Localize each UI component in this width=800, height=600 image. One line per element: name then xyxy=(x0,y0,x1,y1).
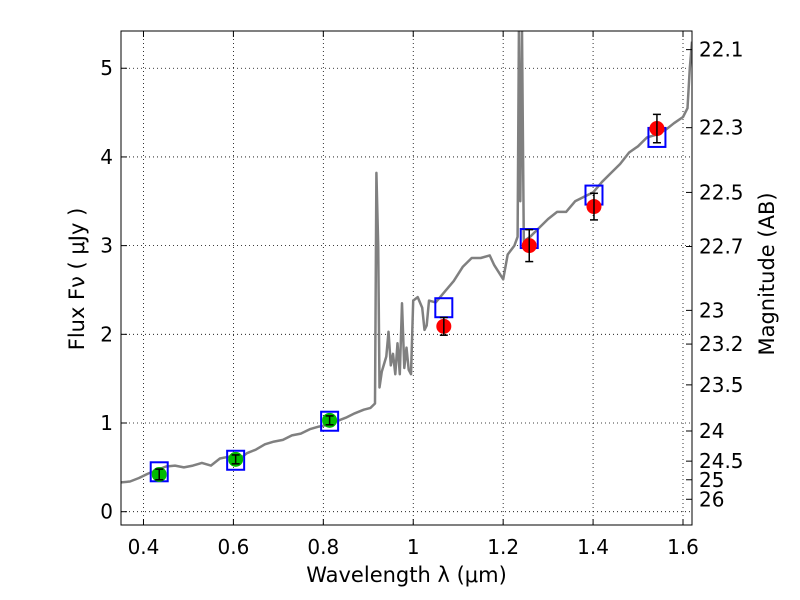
right-tick-label: 24.5 xyxy=(699,449,744,473)
right-tick-label: 22.7 xyxy=(699,235,744,259)
y-tick-label: 0 xyxy=(100,500,113,524)
y-tick-label: 5 xyxy=(100,56,113,80)
plot-frame xyxy=(120,30,693,526)
y-tick-label: 4 xyxy=(100,145,113,169)
x-tick-label: 1.4 xyxy=(577,535,609,559)
x-tick-label: 0.6 xyxy=(217,535,249,559)
spectrum-line xyxy=(121,31,692,484)
y-tick-label: 3 xyxy=(100,234,113,258)
x-tick-label: 0.8 xyxy=(307,535,339,559)
plot-series xyxy=(121,31,692,484)
right-tick-label: 22.5 xyxy=(699,180,744,204)
x-tick-label: 1.2 xyxy=(487,535,519,559)
right-tick-label: 25 xyxy=(699,468,724,492)
right-tick-label: 23.2 xyxy=(699,332,744,356)
right-tick-label: 22.3 xyxy=(699,116,744,140)
y-tick-label: 1 xyxy=(100,411,113,435)
right-tick-label: 26 xyxy=(699,487,724,511)
right-tick-label: 23.5 xyxy=(699,373,744,397)
right-tick-label: 24 xyxy=(699,419,724,443)
x-tick-label: 1.6 xyxy=(667,535,699,559)
x-tick-label: 1 xyxy=(407,535,420,559)
right-tick-label: 23 xyxy=(699,298,724,322)
right-tick-label: 22.1 xyxy=(699,38,744,62)
model-band-square xyxy=(226,449,246,471)
axis-ticks: 0.4 0.6 0.8 1 1.2 1.4 1.601234522.122.322.522.… xyxy=(100,31,744,559)
y-tick-label: 2 xyxy=(100,322,113,346)
y-axis-label: Flux Fν ( μJy ) xyxy=(65,208,89,351)
right-axis-label: Magnitude (AB) xyxy=(755,192,779,355)
model-band-square xyxy=(320,410,340,432)
x-tick-label: 0.4 xyxy=(128,535,160,559)
x-axis-label: Wavelength λ (μm) xyxy=(306,563,507,587)
